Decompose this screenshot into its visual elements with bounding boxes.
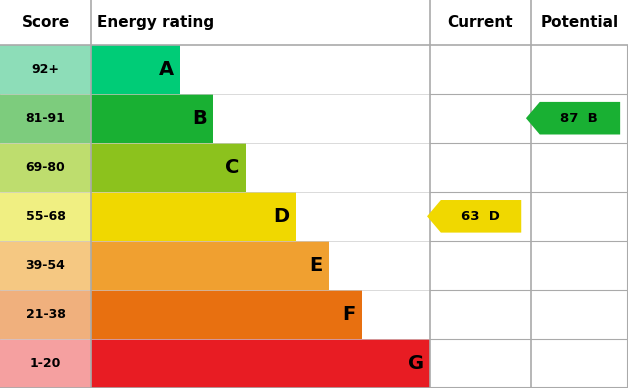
Text: Current: Current [448,15,513,30]
Text: 1-20: 1-20 [30,357,61,370]
Bar [0,0,628,45]
Bar [91,241,329,290]
Polygon shape [427,200,521,232]
Text: F: F [342,305,355,324]
Text: E: E [310,256,323,275]
Text: G: G [408,354,424,373]
Bar [91,192,296,241]
Text: 63  D: 63 D [461,210,500,223]
Text: D: D [273,207,290,226]
Text: 39-54: 39-54 [26,259,65,272]
Bar [0,192,91,241]
Text: Potential: Potential [540,15,619,30]
Bar [91,45,180,94]
Text: Score: Score [21,15,70,30]
Text: 92+: 92+ [31,62,60,76]
Bar [0,241,91,290]
Bar [0,143,91,192]
Text: 55-68: 55-68 [26,210,65,223]
Text: A: A [159,60,174,79]
Polygon shape [526,102,620,135]
Bar [0,290,91,339]
Text: B: B [192,109,207,128]
Text: C: C [225,158,240,177]
Text: Energy rating: Energy rating [97,15,215,30]
Bar [0,45,91,94]
Bar [0,94,91,143]
Text: 21-38: 21-38 [26,308,65,321]
Bar [91,94,213,143]
Bar [0,339,91,388]
Bar [91,290,362,339]
Text: 87  B: 87 B [560,112,598,125]
Bar [91,143,246,192]
Bar [91,339,430,388]
Text: 81-91: 81-91 [26,112,65,125]
Text: 69-80: 69-80 [26,161,65,174]
